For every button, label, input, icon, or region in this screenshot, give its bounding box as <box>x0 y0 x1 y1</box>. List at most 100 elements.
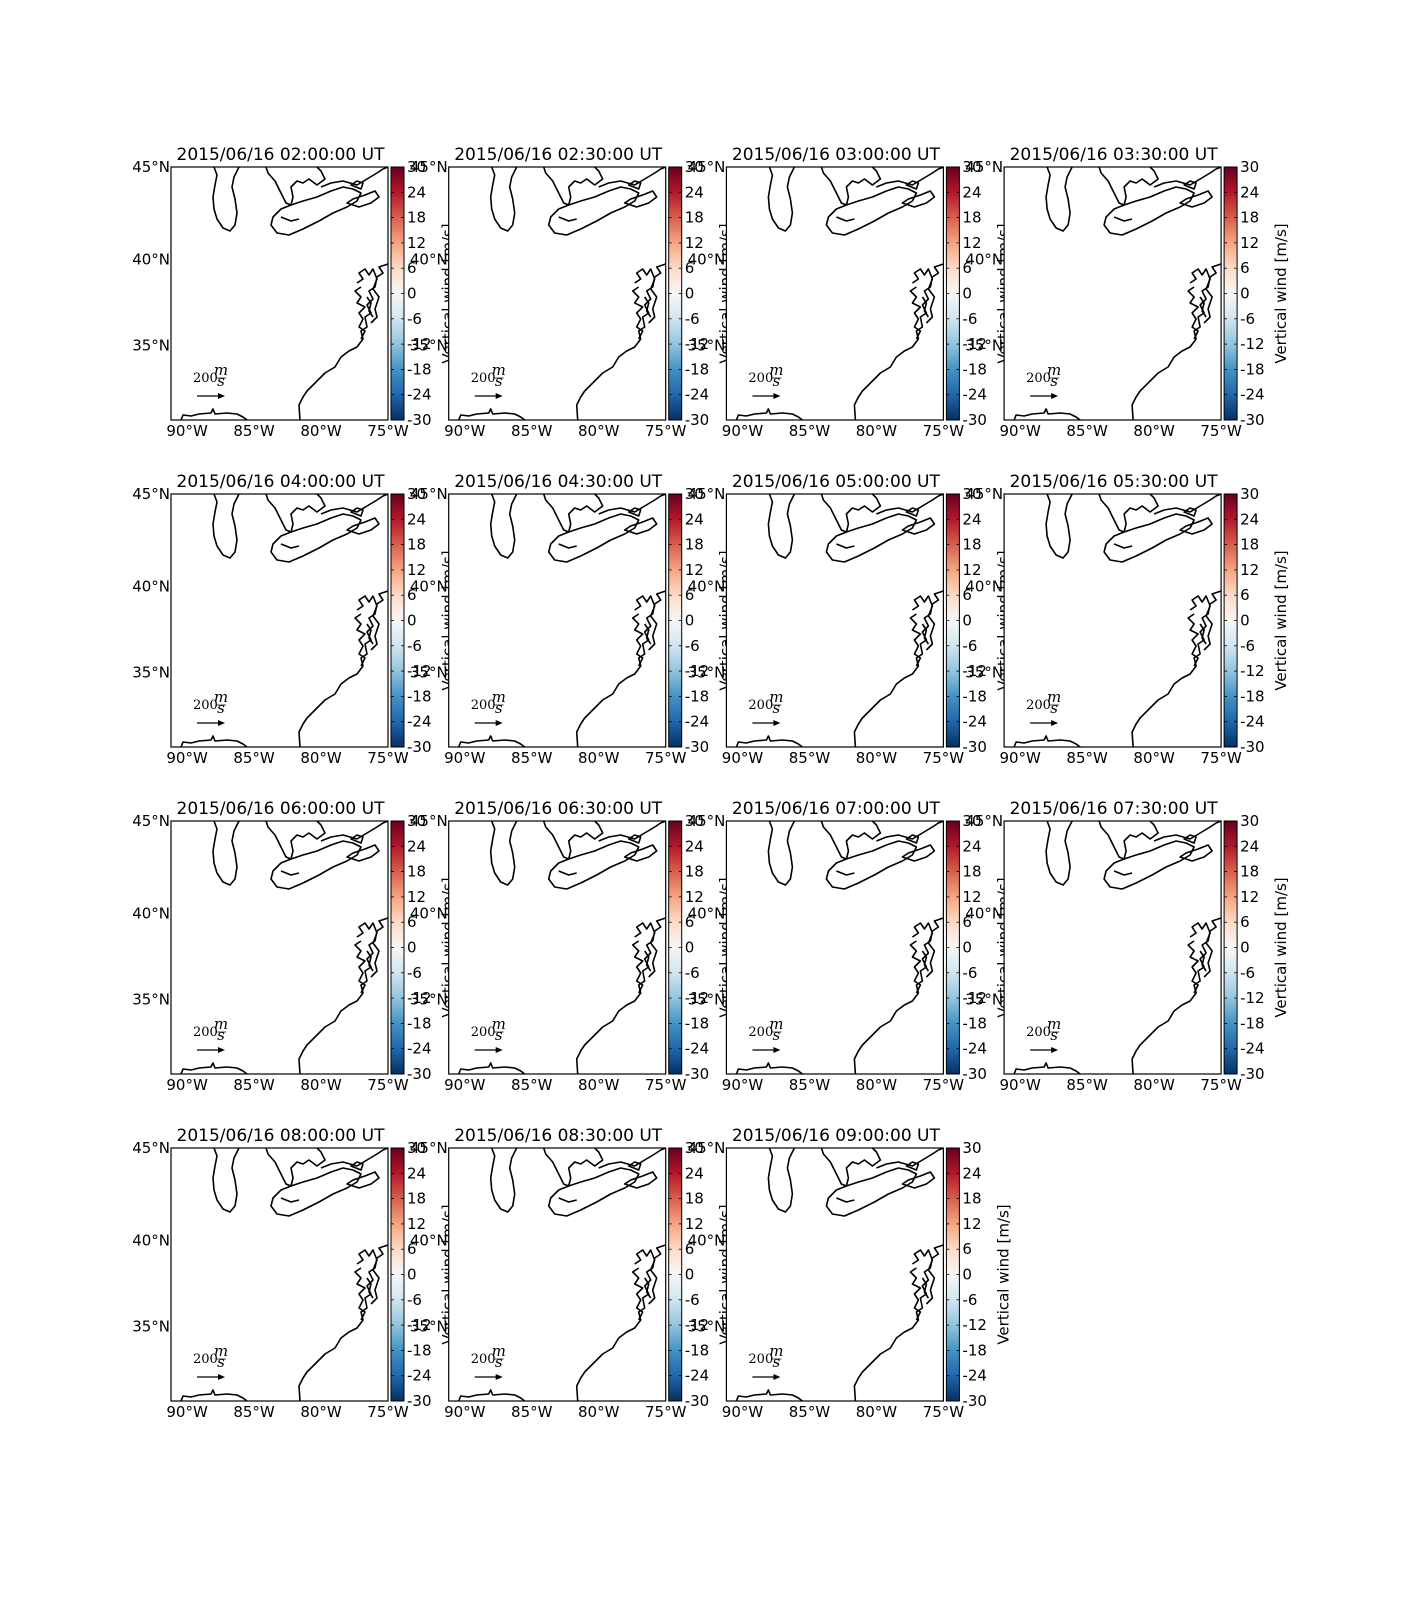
colorbar-tick-label: 30 <box>685 485 704 503</box>
panel-title: 2015/06/16 08:00:00 UT <box>177 1126 386 1146</box>
lat-label: 45°N <box>965 812 1003 830</box>
quiver-key-label: 200 <box>193 1352 218 1367</box>
colorbar-tick-label: 6 <box>685 259 695 277</box>
map-axes <box>171 1148 388 1401</box>
colorbar-tick-label: 30 <box>407 1139 426 1157</box>
colorbar-tick-label: 18 <box>685 536 704 554</box>
colorbar-tick-label: 24 <box>962 837 981 855</box>
colorbar-label: Vertical wind [m/s] <box>1272 550 1290 690</box>
quiver-key-num: m <box>492 688 506 706</box>
lon-label: 75°W <box>367 422 409 440</box>
lon-label: 85°W <box>233 422 275 440</box>
lat-label: 45°N <box>965 158 1003 176</box>
colorbar-tick-label: -24 <box>407 713 432 731</box>
panel-title: 2015/06/16 02:00:00 UT <box>177 145 386 165</box>
colorbar-tick-label: -6 <box>407 964 422 982</box>
quiver-key-units: ms <box>1047 361 1061 390</box>
colorbar-tick-label: 24 <box>407 837 426 855</box>
quiver-key-value: 200 <box>471 698 496 713</box>
map-axes <box>726 821 944 1074</box>
lat-label: 45°N <box>132 158 170 176</box>
quiver-key-arrowhead <box>218 1374 225 1380</box>
lat-label: 45°N <box>688 485 726 503</box>
colorbar-tick-label: 18 <box>685 209 704 227</box>
map-frame <box>448 1147 667 1402</box>
quiver-key-value: 200 <box>193 1025 218 1040</box>
lat-label: 35°N <box>132 1317 170 1335</box>
quiver-key-den: s <box>217 1026 225 1044</box>
lat-label: 35°N <box>965 336 1003 354</box>
colorbar-tick-label: 30 <box>407 485 426 503</box>
map-panel: 2015/06/16 03:00:00 UT 45°N 40°N 35°N 90°W 85… <box>688 145 1013 440</box>
lon-label: 90°W <box>999 1076 1041 1094</box>
colorbar-tick-label: 12 <box>407 1215 426 1233</box>
colorbar-tick-label: -18 <box>407 1014 432 1032</box>
panel-title: 2015/06/16 08:30:00 UT <box>454 1126 663 1146</box>
lon-label: 75°W <box>1200 1076 1242 1094</box>
colorbar-tick-label: 24 <box>685 1164 704 1182</box>
map-axes <box>448 1148 666 1401</box>
colorbar-tick-label: 24 <box>407 510 426 528</box>
colorbar-tick-label: -6 <box>407 637 422 655</box>
quiver-key-arrowhead <box>773 720 781 726</box>
lon-label: 75°W <box>923 1076 965 1094</box>
colorbar-tick-label: -18 <box>962 1341 987 1359</box>
quiver-key-num: m <box>492 361 506 379</box>
colorbar-tick-label: 18 <box>962 863 981 881</box>
lon-label: 90°W <box>999 749 1041 767</box>
colorbar-tick-label: 30 <box>685 812 704 830</box>
colorbar-tick-label: 24 <box>1240 183 1259 201</box>
lat-label: 40°N <box>688 251 726 269</box>
colorbar-tick-label: 24 <box>962 1164 981 1182</box>
lon-label: 85°W <box>233 1403 275 1421</box>
colorbar-tick-label: 18 <box>685 1190 704 1208</box>
lat-label: 45°N <box>688 1139 726 1157</box>
lat-label: 45°N <box>132 812 170 830</box>
colorbar-tick-label: 6 <box>962 586 972 604</box>
colorbar-tick-label: 18 <box>962 209 981 227</box>
colorbar-tick-label: 30 <box>685 158 704 176</box>
colorbar-tick-label: 0 <box>962 939 972 957</box>
colorbar-tick-label: -24 <box>685 386 710 404</box>
panel-title: 2015/06/16 06:00:00 UT <box>177 799 386 819</box>
colorbar-tick-label: -18 <box>962 360 987 378</box>
map-panel: 2015/06/16 07:30:00 UT 45°N 40°N 35°N 90°W 85… <box>965 799 1290 1094</box>
lat-label: 35°N <box>688 663 726 681</box>
colorbar-tick-label: 24 <box>962 183 981 201</box>
lon-label: 85°W <box>511 1403 553 1421</box>
quiver-key-label: 200 <box>193 371 218 386</box>
colorbar-tick-label: 0 <box>685 285 695 303</box>
quiver-key-value: 200 <box>1026 371 1051 386</box>
lon-label: 90°W <box>722 422 764 440</box>
panel-title: 2015/06/16 04:00:00 UT <box>177 472 386 492</box>
colorbar-tick-label: 0 <box>407 939 417 957</box>
colorbar-tick-label: -18 <box>1240 687 1265 705</box>
colorbar-tick-label: 12 <box>962 888 981 906</box>
lat-label: 40°N <box>410 1232 448 1250</box>
lon-label: 85°W <box>511 749 553 767</box>
lon-label: 80°W <box>300 749 342 767</box>
map-frame <box>1003 166 1222 421</box>
quiver-key-value: 200 <box>193 1352 218 1367</box>
colorbar-tick-label: -30 <box>407 1392 432 1410</box>
colorbar-tick-label: -18 <box>407 360 432 378</box>
lon-label: 85°W <box>511 1076 553 1094</box>
map-frame <box>448 166 667 421</box>
quiver-key-arrowhead <box>218 720 225 726</box>
colorbar-tick-label: -24 <box>685 1367 710 1385</box>
map-frame <box>725 1147 945 1402</box>
colorbar-tick-label: 12 <box>407 561 426 579</box>
colorbar-label: Vertical wind [m/s] <box>1272 877 1290 1017</box>
lat-label: 35°N <box>132 990 170 1008</box>
lon-label: 80°W <box>578 1076 620 1094</box>
map-frame <box>170 820 389 1075</box>
quiver-key-units: ms <box>214 688 228 717</box>
lat-label: 35°N <box>688 336 726 354</box>
lon-label: 80°W <box>578 1403 620 1421</box>
colorbar-tick-label: -30 <box>1240 738 1265 756</box>
quiver-key-arrowhead <box>773 1047 781 1053</box>
colorbar-tick-label: 12 <box>685 1215 704 1233</box>
colorbar-tick-label: 12 <box>1240 234 1259 252</box>
